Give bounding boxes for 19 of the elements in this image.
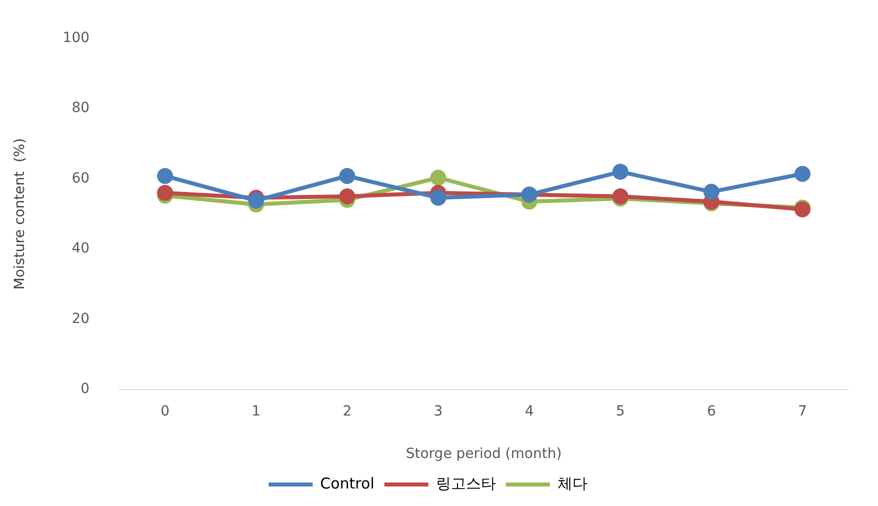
x-tick-label: 4 xyxy=(524,403,534,420)
y-tick-label: 0 xyxy=(80,381,90,398)
y-axis-title: Moisture content (%) xyxy=(12,138,28,290)
y-tick-label: 100 xyxy=(62,30,90,46)
x-tick-label: 6 xyxy=(706,403,716,420)
legend-label: 링고스타 xyxy=(436,474,496,492)
y-tick-label: 20 xyxy=(72,310,90,327)
y-tick-label: 80 xyxy=(72,100,90,116)
x-tick-label: 7 xyxy=(798,403,807,420)
legend-label: 체다 xyxy=(557,474,588,492)
x-axis-title: Storge period (month) xyxy=(406,446,562,462)
x-tick-label: 5 xyxy=(616,403,625,420)
x-tick-label: 0 xyxy=(160,403,170,420)
x-tick-label: 3 xyxy=(434,403,443,420)
legend-label: Control xyxy=(320,474,374,492)
y-tick-label: 60 xyxy=(72,170,90,186)
y-tick-label: 40 xyxy=(72,240,90,257)
x-tick-label: 1 xyxy=(252,403,261,420)
x-tick-label: 2 xyxy=(342,403,352,420)
